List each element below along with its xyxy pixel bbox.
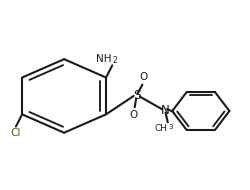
Text: Cl: Cl bbox=[11, 128, 21, 138]
Text: CH: CH bbox=[155, 124, 168, 133]
Text: N: N bbox=[160, 104, 169, 117]
Text: NH: NH bbox=[96, 54, 111, 64]
Text: 3: 3 bbox=[168, 124, 173, 130]
Text: S: S bbox=[133, 89, 141, 102]
Text: O: O bbox=[130, 110, 138, 120]
Text: 2: 2 bbox=[113, 56, 117, 65]
Text: O: O bbox=[139, 72, 147, 82]
